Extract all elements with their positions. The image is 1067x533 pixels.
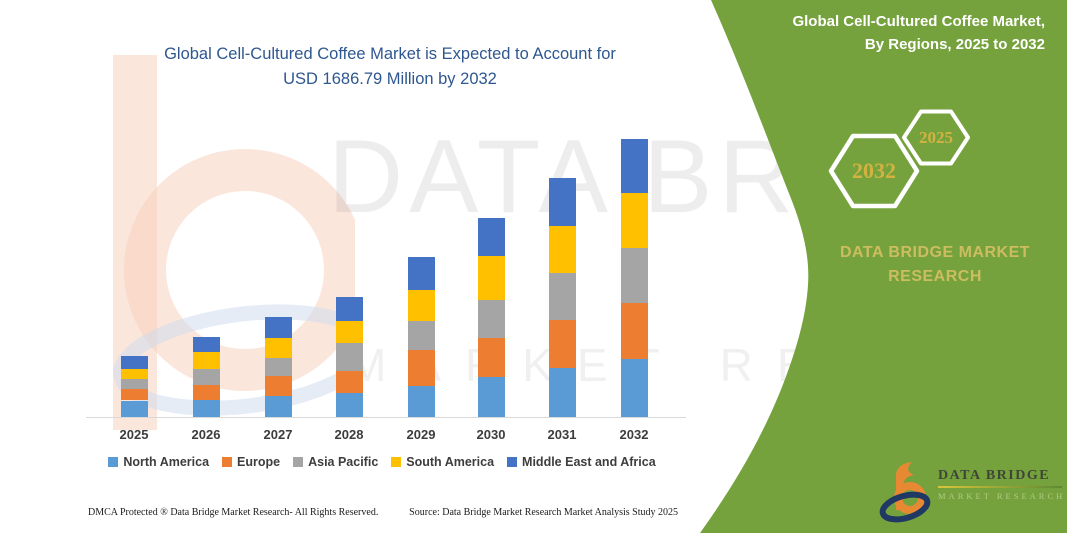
side-panel-title-line1: Global Cell-Cultured Coffee Market, <box>792 13 1045 30</box>
legend-item-middle-east-and-africa: Middle East and Africa <box>507 455 656 469</box>
bar-segment-2026-south-america <box>192 352 220 369</box>
logo-rule <box>938 486 1062 488</box>
bar-segment-2031-middle-east-and-africa <box>548 177 576 227</box>
bar-segment-2030-north-america <box>477 377 505 417</box>
footer-dmca-text: DMCA Protected ® Data Bridge Market Rese… <box>88 507 379 518</box>
legend-item-europe: Europe <box>222 455 280 469</box>
chart-title: Global Cell-Cultured Coffee Market is Ex… <box>90 42 690 92</box>
bar-segment-2026-middle-east-and-africa <box>192 336 220 353</box>
bar-segment-2029-north-america <box>407 385 435 417</box>
bar-segment-2025-europe <box>120 389 148 401</box>
bar-segment-2031-europe <box>548 320 576 368</box>
x-axis-label-2029: 2029 <box>406 427 436 442</box>
logo-name: DATA BRIDGE <box>938 468 1051 483</box>
bar-segment-2029-asia-pacific <box>407 321 435 350</box>
x-axis-label-2026: 2026 <box>191 427 221 442</box>
bars-container <box>120 138 648 417</box>
x-axis-line <box>86 417 686 418</box>
logo-text: DATA BRIDGE MARKET RESEARCH <box>938 468 1062 501</box>
legend-swatch-icon <box>108 457 119 467</box>
bar-segment-2027-south-america <box>264 338 292 359</box>
bar-segment-2030-asia-pacific <box>477 299 505 339</box>
hexagon-2025: 2025 <box>901 108 971 167</box>
bar-segment-2030-middle-east-and-africa <box>477 218 505 256</box>
bar-segment-2031-south-america <box>548 226 576 273</box>
legend-label: Asia Pacific <box>308 455 379 469</box>
legend-label: North America <box>123 455 210 469</box>
footer-source-text: Source: Data Bridge Market Research Mark… <box>409 507 678 518</box>
x-axis-label-2028: 2028 <box>334 427 364 442</box>
chart-title-line1: Global Cell-Cultured Coffee Market is Ex… <box>164 45 616 63</box>
bar-segment-2029-middle-east-and-africa <box>407 257 435 290</box>
chart-legend: North America Europe Asia Pacific South Ame… <box>78 455 686 469</box>
bar-segment-2026-europe <box>192 384 220 401</box>
legend-swatch-icon <box>391 457 402 467</box>
hexagon-2025-label: 2025 <box>919 127 953 147</box>
x-axis-label-2030: 2030 <box>476 427 506 442</box>
legend-label: Middle East and Africa <box>522 455 656 469</box>
bar-segment-2032-asia-pacific <box>620 247 648 303</box>
hexagon-2032: 2032 <box>828 132 920 210</box>
bar-segment-2026-asia-pacific <box>192 368 220 385</box>
bar-segment-2032-south-america <box>620 192 648 248</box>
bar-segment-2027-europe <box>264 376 292 397</box>
bar-segment-2032-north-america <box>620 358 648 417</box>
logo-tagline: MARKET RESEARCH <box>938 491 1066 501</box>
bar-segment-2028-south-america <box>335 321 363 343</box>
hexagon-icon <box>828 133 920 209</box>
legend-swatch-icon <box>222 457 233 467</box>
bar-segment-2032-europe <box>620 302 648 359</box>
bar-segment-2028-europe <box>335 371 363 394</box>
bar-segment-2028-middle-east-and-africa <box>335 296 363 322</box>
x-axis-label-2027: 2027 <box>263 427 293 442</box>
legend-item-north-america: North America <box>108 455 209 469</box>
chart-title-line2: USD 1686.79 Million by 2032 <box>283 70 497 88</box>
footer: DMCA Protected ® Data Bridge Market Rese… <box>88 507 678 518</box>
x-axis-label-2031: 2031 <box>547 427 577 442</box>
bar-segment-2028-asia-pacific <box>335 342 363 372</box>
brand-heading-line1: DATA BRIDGE MARKET <box>839 244 1031 261</box>
bar-segment-2025-south-america <box>120 369 148 379</box>
legend-label: Europe <box>237 455 281 469</box>
bar-segment-2030-south-america <box>477 255 505 300</box>
legend-swatch-icon <box>507 457 518 467</box>
side-panel-title-line2: By Regions, 2025 to 2032 <box>864 36 1045 53</box>
legend-label: South America <box>406 455 495 469</box>
bar-segment-2029-south-america <box>407 289 435 322</box>
bar-segment-2026-north-america <box>192 400 220 417</box>
bar-segment-2032-middle-east-and-africa <box>620 138 648 193</box>
x-axis-label-2032: 2032 <box>619 427 649 442</box>
bar-segment-2028-north-america <box>335 393 363 417</box>
logo-b-icon <box>879 462 931 523</box>
bar-segment-2027-asia-pacific <box>264 358 292 377</box>
brand-heading: DATA BRIDGE MARKET RESEARCH <box>800 241 1067 289</box>
bar-segment-2027-north-america <box>264 396 292 417</box>
bar-segment-2027-middle-east-and-africa <box>264 317 292 339</box>
hexagon-icon <box>902 109 970 166</box>
bar-segment-2025-north-america <box>120 400 148 417</box>
bar-segment-2031-north-america <box>548 367 576 417</box>
bar-segment-2031-asia-pacific <box>548 272 576 321</box>
legend-item-south-america: South America <box>391 455 494 469</box>
x-axis-label-2025: 2025 <box>119 427 149 442</box>
brand-heading-line2: RESEARCH <box>888 268 982 285</box>
hexagon-2032-label: 2032 <box>852 158 896 183</box>
legend-item-asia-pacific: Asia Pacific <box>293 455 378 469</box>
bar-segment-2029-europe <box>407 349 435 386</box>
bar-segment-2025-asia-pacific <box>120 378 148 390</box>
bar-segment-2030-europe <box>477 338 505 378</box>
bar-segment-2025-middle-east-and-africa <box>120 356 148 370</box>
side-panel-title: Global Cell-Cultured Coffee Market, By R… <box>715 10 1045 56</box>
legend-swatch-icon <box>293 457 304 467</box>
data-bridge-logo: DATA BRIDGE MARKET RESEARCH <box>876 458 1062 526</box>
